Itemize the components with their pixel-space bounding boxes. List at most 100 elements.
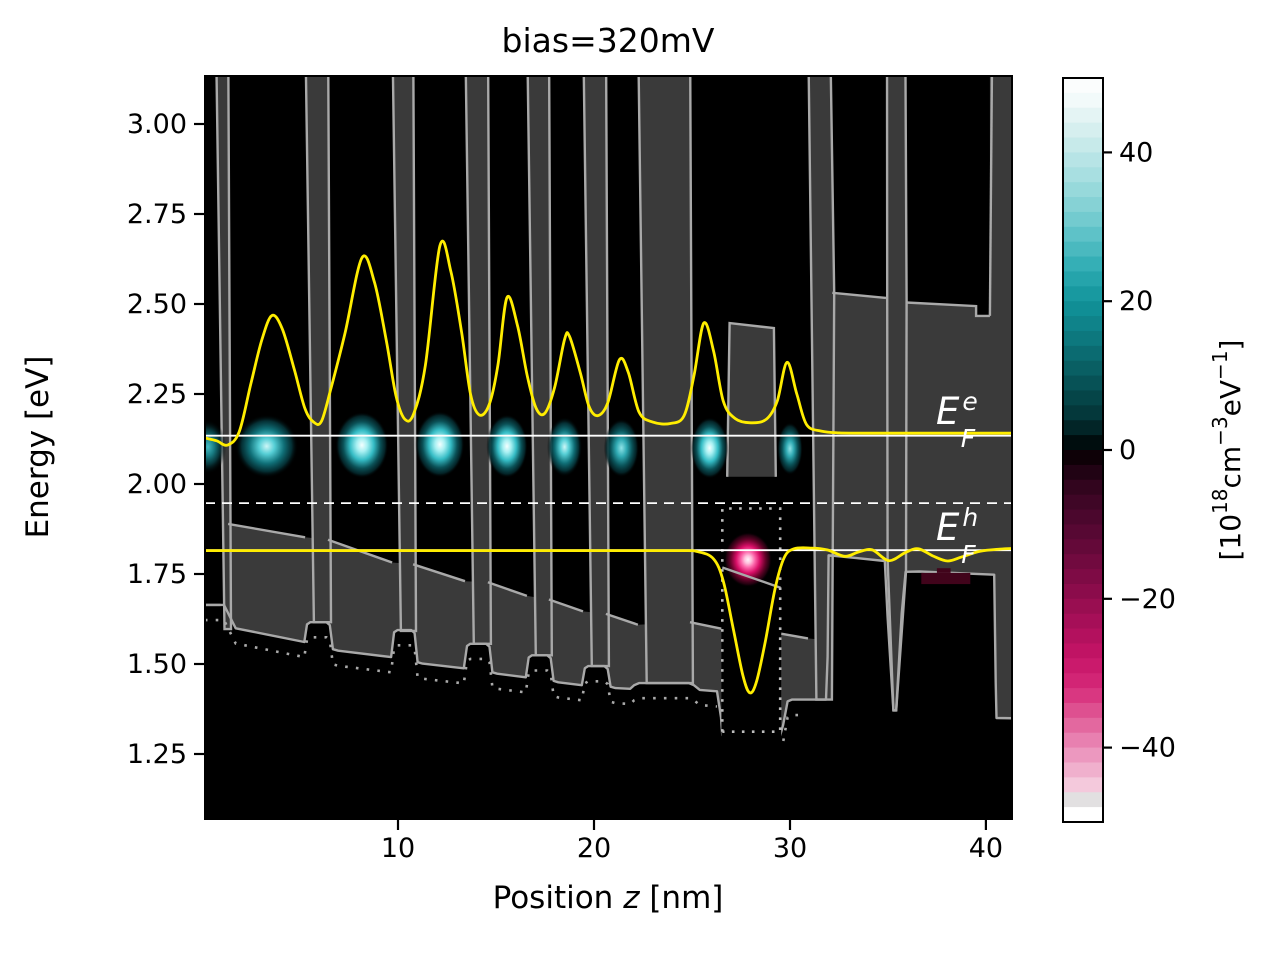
y-axis-label: Energy [eV] [20,356,56,539]
electron-density-curve [205,239,1012,447]
y-tick-label: 1.75 [127,559,187,590]
colorbar-band [1063,702,1103,719]
hole-well-dotted-outline [720,507,782,734]
barrier-column-2 [391,76,418,633]
colorbar-band [1063,450,1103,466]
colorbar-band [1063,316,1103,332]
colorbar-band [1063,464,1103,481]
colorbar-band [1063,197,1103,213]
colorbar-band [1063,301,1103,317]
band-edge-segment-4 [487,581,528,598]
colorbar-band [1063,554,1103,570]
electron-density-blob-0 [205,419,227,474]
colorbar-band [1063,152,1103,168]
colorbar-band [1063,92,1103,109]
colorbar-band [1063,539,1103,555]
colorbar-band [1063,375,1103,392]
colorbar-band [1063,345,1103,362]
electron-density-blob-6 [603,418,640,478]
hole-density-blob [724,532,772,587]
band-edge-segment-11 [988,76,994,316]
figure-title: bias=320mV [502,21,715,60]
colorbar-tick-label: −40 [1119,733,1176,764]
colorbar-band [1063,122,1103,139]
band-edge-segment-8 [780,632,809,640]
band-edge-segment-3 [412,563,466,583]
colorbar-band [1063,777,1103,793]
y-tick-label: 1.50 [127,649,187,680]
band-edge-segment-9 [832,291,887,300]
colorbar-band [1063,360,1103,377]
colorbar-band [1063,673,1103,689]
colorbar-band [1063,807,1103,823]
colorbar-band [1063,330,1103,347]
valence-band-dotted [205,618,718,708]
y-tick-label: 1.25 [127,739,187,770]
barrier-column-5 [582,76,611,668]
colorbar: 40 20 0 −20 −40 [1018​cm−3​eV−1​] [1062,77,1247,823]
electron-density-blob-3 [415,411,465,478]
colorbar-band [1063,226,1103,243]
barrier-column-0 [215,76,233,631]
electron-density-blob-7 [691,417,729,479]
colorbar-band [1063,211,1103,228]
electron-density-blob-5 [547,417,583,477]
colorbar-band [1063,658,1103,674]
colorbar-band [1063,137,1103,153]
colorbar-band [1063,494,1103,511]
colorbar-unit-label: [1018​cm−3​eV−1​] [1208,340,1247,561]
colorbar-band [1063,78,1103,94]
hole-well-cap-outline [726,321,777,477]
barrier-column-4 [526,76,554,657]
hole-well-valence-line [721,566,781,589]
colorbar-band [1063,390,1103,406]
hole-density-faint-0 [921,572,971,585]
barrier-column-6 [637,76,695,685]
x-tick-label: 40 [969,833,1003,864]
colorbar-band [1063,613,1103,630]
band-edge-segment-5 [548,598,584,613]
colorbar-band [1063,717,1103,734]
axes-ticks: 10 20 30 40 3.00 2.75 2.50 2.25 2.00 1.75 1.50 1.25 [127,109,1003,864]
colorbar-band [1063,792,1103,808]
colorbar-band [1063,524,1103,540]
valence-band-dotted-2 [782,713,803,742]
colorbar-band [1063,583,1103,600]
y-tick-label: 2.50 [127,289,187,320]
x-tick-label: 10 [381,833,415,864]
band-edge-segment-10 [906,301,990,318]
electron-density-blob-1 [235,414,299,478]
colorbar-band [1063,420,1103,436]
x-axis-label: Position z [nm] [493,880,724,916]
colorbar-band [1063,747,1103,764]
y-tick-label: 2.25 [127,379,187,410]
hole-well-cap-fill [727,323,776,477]
plot-area [205,76,1012,819]
x-tick-label: 30 [773,833,807,864]
colorbar-band [1063,271,1103,287]
colorbar-band [1063,405,1103,421]
colorbar-band [1063,241,1103,258]
colorbar-band [1063,628,1103,645]
hole-density-curve [205,546,1012,695]
y-tick-label: 2.00 [127,469,187,500]
colorbar-band [1063,182,1103,198]
band-edge-segment-6 [605,612,639,626]
band-edge-segment-1 [227,522,306,539]
colorbar-tick-label: 40 [1119,137,1153,168]
colorbar-band [1063,256,1103,273]
band-edge-segment-7 [689,621,722,630]
colorbar-band [1063,598,1103,615]
colorbar-tick-label: 20 [1119,286,1153,317]
electron-density-blob-2 [335,412,389,479]
colorbar-band [1063,286,1103,302]
electron-density-blob-8 [777,422,803,476]
colorbar-band [1063,107,1103,124]
colorbar-band [1063,167,1103,183]
x-tick-label: 20 [577,833,611,864]
y-tick-label: 2.75 [127,199,187,230]
